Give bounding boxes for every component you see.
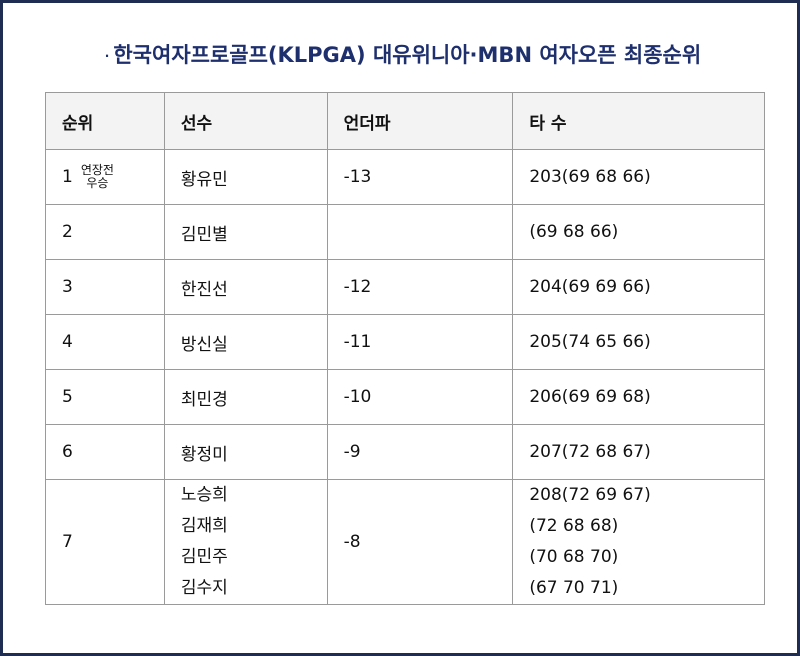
under-par-cell: -10 bbox=[326, 369, 514, 425]
rank-cell: 5 bbox=[45, 369, 165, 425]
table-row: 1 연장전 우승 황유민 -13 203(69 68 66) bbox=[45, 149, 765, 205]
strokes-value: (67 70 71) bbox=[529, 578, 619, 598]
header-under-par: 언더파 bbox=[326, 92, 514, 150]
table-row: 6 황정미 -9 207(72 68 67) bbox=[45, 424, 765, 480]
player-cell: 한진선 bbox=[163, 259, 328, 315]
note-line-2: 우승 bbox=[86, 176, 109, 190]
rank-cell: 7 bbox=[45, 479, 165, 605]
player-cell: 김민별 bbox=[163, 204, 328, 260]
strokes-cell: 203(69 68 66) bbox=[512, 149, 765, 205]
under-par-cell: -9 bbox=[326, 424, 514, 480]
table-row: 3 한진선 -12 204(69 69 66) bbox=[45, 259, 765, 315]
player-name: 김민주 bbox=[180, 547, 228, 567]
rank-value: 1 bbox=[62, 167, 73, 187]
table-row: 4 방신실 -11 205(74 65 66) bbox=[45, 314, 765, 370]
player-name: 김수지 bbox=[180, 578, 228, 598]
strokes-cell: 207(72 68 67) bbox=[512, 424, 765, 480]
strokes-value: (70 68 70) bbox=[529, 547, 619, 567]
table-row: 2 김민별 (69 68 66) bbox=[45, 204, 765, 260]
header-strokes: 타 수 bbox=[512, 92, 765, 150]
header-player: 선수 bbox=[163, 92, 328, 150]
table-header-row: 순위 선수 언더파 타 수 bbox=[45, 92, 765, 150]
title-text: 한국여자프로골프(KLPGA) 대유위니아·MBN 여자오픈 최종순위 bbox=[113, 43, 702, 67]
strokes-cell: 204(69 69 66) bbox=[512, 259, 765, 315]
note-line-1: 연장전 bbox=[80, 163, 114, 177]
strokes-cell: 205(74 65 66) bbox=[512, 314, 765, 370]
player-name: 노승희 bbox=[180, 485, 228, 505]
header-rank: 순위 bbox=[45, 92, 165, 150]
strokes-value: 208(72 69 67) bbox=[529, 485, 651, 505]
under-par-cell: -12 bbox=[326, 259, 514, 315]
strokes-cell: (69 68 66) bbox=[512, 204, 765, 260]
playoff-winner-note: 연장전 우승 bbox=[81, 164, 114, 190]
under-par-cell: -8 bbox=[326, 479, 514, 605]
under-par-cell: -13 bbox=[326, 149, 514, 205]
rank-cell: 6 bbox=[45, 424, 165, 480]
rank-wrap: 1 연장전 우승 bbox=[62, 164, 164, 190]
player-cell: 방신실 bbox=[163, 314, 328, 370]
strokes-value: (72 68 68) bbox=[529, 516, 619, 536]
under-par-cell: -11 bbox=[326, 314, 514, 370]
strokes-cell: 208(72 69 67) (72 68 68) (70 68 70) (67 … bbox=[512, 479, 765, 605]
page-title: · 한국여자프로골프(KLPGA) 대유위니아·MBN 여자오픈 최종순위 bbox=[3, 39, 800, 69]
player-cell: 황정미 bbox=[163, 424, 328, 480]
table-row: 5 최민경 -10 206(69 69 68) bbox=[45, 369, 765, 425]
standings-table: 순위 선수 언더파 타 수 1 연장전 우승 황유민 -13 bbox=[45, 92, 765, 605]
player-cell: 최민경 bbox=[163, 369, 328, 425]
rank-cell: 4 bbox=[45, 314, 165, 370]
title-bullet: · bbox=[104, 49, 110, 63]
rank-cell: 3 bbox=[45, 259, 165, 315]
player-name: 김재희 bbox=[180, 516, 228, 536]
player-cell: 황유민 bbox=[163, 149, 328, 205]
table-row: 7 노승희 김재희 김민주 김수지 -8 208(72 69 67) (72 6… bbox=[45, 479, 765, 605]
rank-cell: 2 bbox=[45, 204, 165, 260]
under-par-cell bbox=[326, 204, 514, 260]
rank-cell: 1 연장전 우승 bbox=[45, 149, 165, 205]
player-cell: 노승희 김재희 김민주 김수지 bbox=[163, 479, 328, 605]
strokes-cell: 206(69 69 68) bbox=[512, 369, 765, 425]
